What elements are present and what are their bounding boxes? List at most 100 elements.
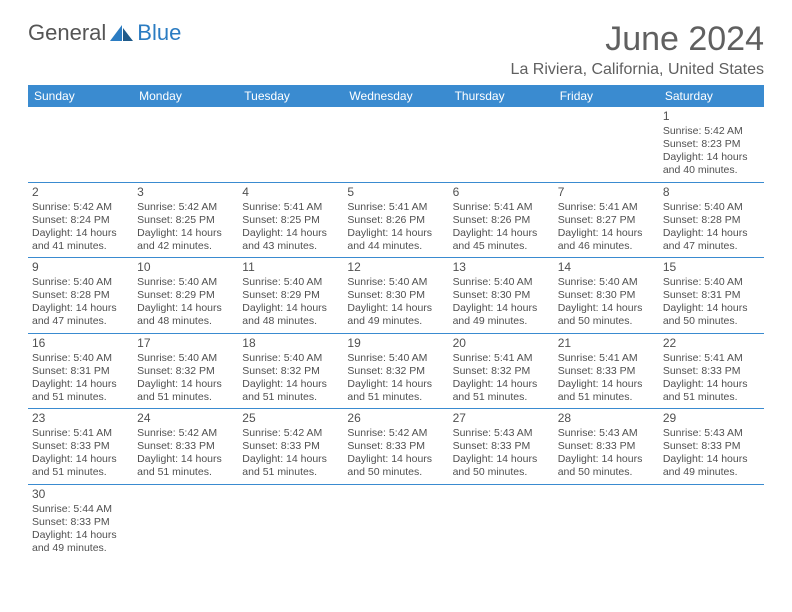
calendar-day: 21Sunrise: 5:41 AMSunset: 8:33 PMDayligh… [554, 333, 659, 409]
day-number: 2 [32, 185, 129, 200]
daylight-line: Daylight: 14 hours and 51 minutes. [347, 378, 444, 404]
daylight-line: Daylight: 14 hours and 51 minutes. [242, 378, 339, 404]
day-number: 7 [558, 185, 655, 200]
calendar-day: 12Sunrise: 5:40 AMSunset: 8:30 PMDayligh… [343, 258, 448, 334]
day-number: 12 [347, 260, 444, 275]
daylight-line: Daylight: 14 hours and 40 minutes. [663, 151, 760, 177]
calendar-day: 23Sunrise: 5:41 AMSunset: 8:33 PMDayligh… [28, 409, 133, 485]
daylight-line: Daylight: 14 hours and 49 minutes. [453, 302, 550, 328]
sunset-line: Sunset: 8:33 PM [558, 365, 655, 378]
day-header: Friday [554, 85, 659, 107]
logo-text-general: General [28, 20, 106, 46]
calendar-day: 30Sunrise: 5:44 AMSunset: 8:33 PMDayligh… [28, 484, 133, 559]
sunrise-line: Sunrise: 5:40 AM [32, 276, 129, 289]
title-block: June 2024 La Riviera, California, United… [511, 20, 764, 79]
day-number: 30 [32, 487, 129, 502]
calendar-day: 20Sunrise: 5:41 AMSunset: 8:32 PMDayligh… [449, 333, 554, 409]
sunset-line: Sunset: 8:29 PM [242, 289, 339, 302]
sunset-line: Sunset: 8:27 PM [558, 214, 655, 227]
calendar-day: 1Sunrise: 5:42 AMSunset: 8:23 PMDaylight… [659, 107, 764, 182]
sunrise-line: Sunrise: 5:40 AM [137, 352, 234, 365]
sunset-line: Sunset: 8:26 PM [347, 214, 444, 227]
day-number: 18 [242, 336, 339, 351]
day-number: 4 [242, 185, 339, 200]
sunrise-line: Sunrise: 5:42 AM [137, 427, 234, 440]
daylight-line: Daylight: 14 hours and 51 minutes. [242, 453, 339, 479]
sunrise-line: Sunrise: 5:41 AM [558, 201, 655, 214]
day-number: 23 [32, 411, 129, 426]
daylight-line: Daylight: 14 hours and 50 minutes. [663, 302, 760, 328]
sunset-line: Sunset: 8:26 PM [453, 214, 550, 227]
sunrise-line: Sunrise: 5:42 AM [137, 201, 234, 214]
day-number: 24 [137, 411, 234, 426]
calendar-day: 16Sunrise: 5:40 AMSunset: 8:31 PMDayligh… [28, 333, 133, 409]
calendar-day: 29Sunrise: 5:43 AMSunset: 8:33 PMDayligh… [659, 409, 764, 485]
day-number: 21 [558, 336, 655, 351]
day-number: 16 [32, 336, 129, 351]
daylight-line: Daylight: 14 hours and 49 minutes. [663, 453, 760, 479]
sunrise-line: Sunrise: 5:40 AM [347, 352, 444, 365]
day-header: Wednesday [343, 85, 448, 107]
calendar-day: 18Sunrise: 5:40 AMSunset: 8:32 PMDayligh… [238, 333, 343, 409]
calendar-week: 9Sunrise: 5:40 AMSunset: 8:28 PMDaylight… [28, 258, 764, 334]
calendar-day: 17Sunrise: 5:40 AMSunset: 8:32 PMDayligh… [133, 333, 238, 409]
sunset-line: Sunset: 8:32 PM [453, 365, 550, 378]
calendar-day: 5Sunrise: 5:41 AMSunset: 8:26 PMDaylight… [343, 182, 448, 258]
sunrise-line: Sunrise: 5:41 AM [32, 427, 129, 440]
sunset-line: Sunset: 8:33 PM [347, 440, 444, 453]
daylight-line: Daylight: 14 hours and 50 minutes. [558, 453, 655, 479]
sunset-line: Sunset: 8:24 PM [32, 214, 129, 227]
logo-sail-icon [109, 23, 135, 43]
day-number: 1 [663, 109, 760, 124]
daylight-line: Daylight: 14 hours and 44 minutes. [347, 227, 444, 253]
day-number: 19 [347, 336, 444, 351]
calendar-table: SundayMondayTuesdayWednesdayThursdayFrid… [28, 85, 764, 559]
sunrise-line: Sunrise: 5:40 AM [137, 276, 234, 289]
sunrise-line: Sunrise: 5:42 AM [663, 125, 760, 138]
sunset-line: Sunset: 8:28 PM [663, 214, 760, 227]
sunrise-line: Sunrise: 5:40 AM [242, 352, 339, 365]
sunrise-line: Sunrise: 5:40 AM [663, 276, 760, 289]
sunrise-line: Sunrise: 5:40 AM [663, 201, 760, 214]
sunset-line: Sunset: 8:33 PM [663, 365, 760, 378]
day-number: 3 [137, 185, 234, 200]
day-number: 28 [558, 411, 655, 426]
sunset-line: Sunset: 8:33 PM [32, 440, 129, 453]
sunrise-line: Sunrise: 5:41 AM [347, 201, 444, 214]
sunset-line: Sunset: 8:33 PM [558, 440, 655, 453]
sunset-line: Sunset: 8:32 PM [347, 365, 444, 378]
sunset-line: Sunset: 8:33 PM [453, 440, 550, 453]
calendar-day: 3Sunrise: 5:42 AMSunset: 8:25 PMDaylight… [133, 182, 238, 258]
daylight-line: Daylight: 14 hours and 49 minutes. [347, 302, 444, 328]
calendar-week: 2 Sunrise: 5:42 AM Sunset: 8:24 PM Daylight… [28, 182, 764, 258]
calendar-day-empty [133, 484, 238, 559]
location: La Riviera, California, United States [511, 61, 764, 79]
calendar-day-empty [238, 484, 343, 559]
sunset-line: Sunset: 8:32 PM [242, 365, 339, 378]
daylight-line: Daylight: 14 hours and 51 minutes. [558, 378, 655, 404]
sunset-line: Sunset: 8:25 PM [242, 214, 339, 227]
sunrise-line: Sunrise: 5:43 AM [453, 427, 550, 440]
calendar-day: 8Sunrise: 5:40 AMSunset: 8:28 PMDaylight… [659, 182, 764, 258]
sunset-line: Sunset: 8:33 PM [663, 440, 760, 453]
day-number: 29 [663, 411, 760, 426]
sunrise-line: Sunrise: 5:41 AM [453, 352, 550, 365]
sunset-line: Sunset: 8:28 PM [32, 289, 129, 302]
daylight-line: Daylight: 14 hours and 43 minutes. [242, 227, 339, 253]
sunrise-line: Sunrise: 5:41 AM [242, 201, 339, 214]
sunrise-line: Sunrise: 5:40 AM [32, 352, 129, 365]
calendar-day-empty [238, 107, 343, 182]
day-number: 20 [453, 336, 550, 351]
calendar-day: 4Sunrise: 5:41 AMSunset: 8:25 PMDaylight… [238, 182, 343, 258]
sunset-line: Sunset: 8:30 PM [347, 289, 444, 302]
sunset-line: Sunset: 8:32 PM [137, 365, 234, 378]
calendar-day-empty [449, 484, 554, 559]
day-header: Tuesday [238, 85, 343, 107]
calendar-day: 7Sunrise: 5:41 AMSunset: 8:27 PMDaylight… [554, 182, 659, 258]
sunrise-line: Sunrise: 5:41 AM [663, 352, 760, 365]
daylight-line: Daylight: 14 hours and 48 minutes. [137, 302, 234, 328]
day-number: 8 [663, 185, 760, 200]
day-number: 25 [242, 411, 339, 426]
day-number: 27 [453, 411, 550, 426]
sunset-line: Sunset: 8:30 PM [453, 289, 550, 302]
